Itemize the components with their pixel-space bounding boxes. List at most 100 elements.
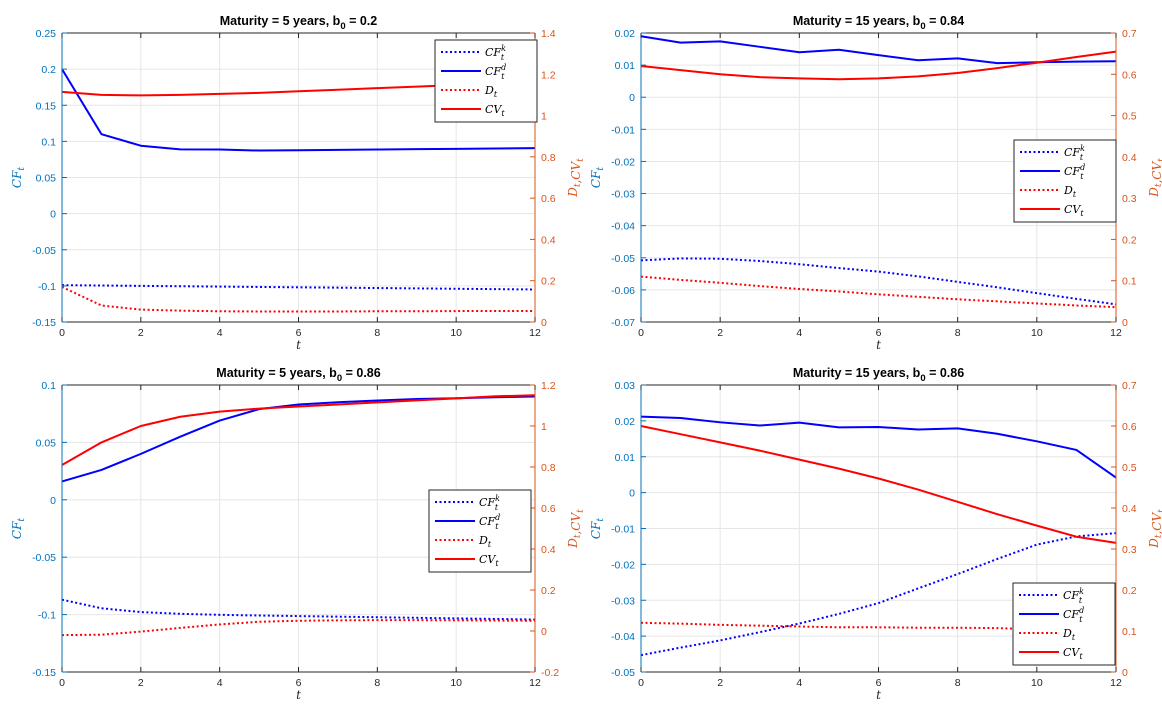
y-left-tick-label: 0.01 xyxy=(615,60,636,72)
y-left-tick-label: 0 xyxy=(50,209,56,221)
y-left-tick-label: 0 xyxy=(629,488,635,500)
y-axis-right-label-part: D xyxy=(566,538,580,549)
chart-title-subscript: 0 xyxy=(337,373,342,384)
chart-panel-2: 0 2 4 6 8 10 12 0.02 0.01 0 -0.01 -0.02 -0.03 -0.04 -0… xyxy=(589,14,1162,352)
y-right-tick-label: 0.6 xyxy=(541,193,556,205)
legend-entry-subscript: t xyxy=(495,503,499,512)
y-axis-right-label-part: ,CV xyxy=(1150,512,1162,535)
x-tick-label: 2 xyxy=(717,327,723,339)
x-tick-label: 10 xyxy=(450,327,462,339)
x-tick-label: 8 xyxy=(955,327,961,339)
legend-entry-superscript: k xyxy=(1079,587,1084,596)
x-tick-label: 12 xyxy=(1110,327,1122,339)
y-left-tick-label: 0.1 xyxy=(41,380,56,392)
chart-title-tail: = 0.84 xyxy=(926,14,965,28)
x-tick-label: 4 xyxy=(217,677,223,689)
legend-entry-2: CFd t xyxy=(1063,606,1084,624)
series-line-4 xyxy=(640,425,1117,544)
y-right-tick-label: 0.2 xyxy=(541,585,556,597)
y-right-tick-label: 0.4 xyxy=(1122,503,1137,515)
chart-title: Maturity = 5 years, b0 = 0.86 xyxy=(216,366,380,384)
y-left-tick-label: 0.02 xyxy=(615,416,636,428)
legend-entry-subscript: t xyxy=(1079,615,1083,624)
legend-entry-superscript: d xyxy=(1079,606,1084,615)
y-axis-right-label-sub: t xyxy=(1157,509,1162,513)
legend-entry-subscript: t xyxy=(495,559,499,568)
legend-entry-superscript: k xyxy=(495,494,500,503)
y-right-tick-label: 1.2 xyxy=(541,380,556,392)
y-right-tick-label: 0.6 xyxy=(541,503,556,515)
y-left-tick-label: -0.03 xyxy=(611,189,635,201)
chart-title-subscript: 0 xyxy=(340,21,345,32)
chart-title-subscript: 0 xyxy=(920,373,925,384)
x-tick-label: 0 xyxy=(638,677,644,689)
y-left-tick-label: -0.05 xyxy=(32,552,56,564)
y-left-tick-label: 0 xyxy=(629,92,635,104)
y-axis-right-label-sub: t xyxy=(576,158,586,162)
legend-entry-base: D xyxy=(484,84,494,97)
legend-entry-base: CV xyxy=(1063,646,1080,659)
y-axis-left-label: CFt xyxy=(589,167,606,189)
y-right-tick-label: 0.6 xyxy=(1122,421,1137,433)
y-right-tick-label: 1.2 xyxy=(541,69,556,81)
chart-title-main: Maturity = 5 years, b xyxy=(216,366,337,380)
x-tick-label: 8 xyxy=(374,327,380,339)
legend-entry-3: Dt xyxy=(478,534,492,549)
y-left-tick-label: -0.01 xyxy=(611,524,635,536)
x-tick-label: 2 xyxy=(138,677,144,689)
series-line-4 xyxy=(61,394,536,466)
y-axis-right-label: Dt,CVt xyxy=(566,509,586,549)
y-left-tick-label: -0.1 xyxy=(38,281,56,293)
legend-entry-base: D xyxy=(478,534,488,547)
chart-title-tail: = 0.86 xyxy=(342,366,381,380)
legend-entry-subscript: t xyxy=(1073,190,1077,199)
y-right-tick-label: 0.7 xyxy=(1122,28,1137,40)
x-tick-label: 12 xyxy=(1110,677,1122,689)
x-tick-label: 0 xyxy=(59,327,65,339)
legend-entry-base: CV xyxy=(479,553,496,566)
chart-title-subscript: 0 xyxy=(920,21,925,32)
chart-panel-3: 0 2 4 6 8 10 12 0.1 0.05 0 -0.05 -0.1 -0.15 1.2 1 0.8 0.… xyxy=(10,366,586,702)
y-axis-left-label-sub: t xyxy=(596,167,606,171)
y-right-tick-label: 1 xyxy=(541,421,547,433)
legend-entry-base: CF xyxy=(485,65,501,78)
y-left-tick-label: -0.1 xyxy=(38,610,56,622)
y-left-tick-label: -0.03 xyxy=(611,595,635,607)
y-axis-right-label: Dt,CVt xyxy=(566,158,586,198)
legend-entry-base: D xyxy=(1062,627,1072,640)
x-tick-label: 4 xyxy=(796,327,802,339)
y-axis-left-label-main: CF xyxy=(589,521,603,539)
x-tick-label: 4 xyxy=(796,677,802,689)
y-axis-left-label: CFt xyxy=(10,167,27,189)
series-line-3 xyxy=(640,275,1117,309)
x-tick-label: 8 xyxy=(955,677,961,689)
legend-entry-base: CF xyxy=(1064,146,1080,159)
legend-entry-subscript: t xyxy=(1079,596,1083,605)
y-right-tick-label: 0.7 xyxy=(1122,380,1137,392)
y-right-tick-label: 1 xyxy=(541,111,547,123)
legend-entry-subscript: t xyxy=(1072,633,1076,642)
y-axis-left-label-sub: t xyxy=(596,518,606,522)
y-right-tick-label: 1.4 xyxy=(541,28,556,40)
series-line-4 xyxy=(640,50,1117,81)
legend-entry-subscript: t xyxy=(1080,153,1084,162)
legend-entry-base: CF xyxy=(485,46,501,59)
chart-title-tail: = 0.86 xyxy=(926,366,965,380)
y-right-tick-label: 0.1 xyxy=(1122,276,1137,288)
y-left-tick-label: -0.05 xyxy=(611,253,635,265)
chart-title: Maturity = 15 years, b0 = 0.84 xyxy=(793,14,964,32)
y-right-tick-label: 0 xyxy=(541,317,547,329)
y-right-tick-label: 0 xyxy=(541,626,547,638)
legend-entry-base: CF xyxy=(479,515,495,528)
chart-title: Maturity = 15 years, b0 = 0.86 xyxy=(793,366,964,384)
x-tick-label: 0 xyxy=(638,327,644,339)
x-tick-label: 8 xyxy=(374,677,380,689)
legend-entry-2: CFd t xyxy=(479,513,500,531)
x-tick-label: 6 xyxy=(876,677,882,689)
y-left-tick-label: -0.04 xyxy=(611,631,635,643)
